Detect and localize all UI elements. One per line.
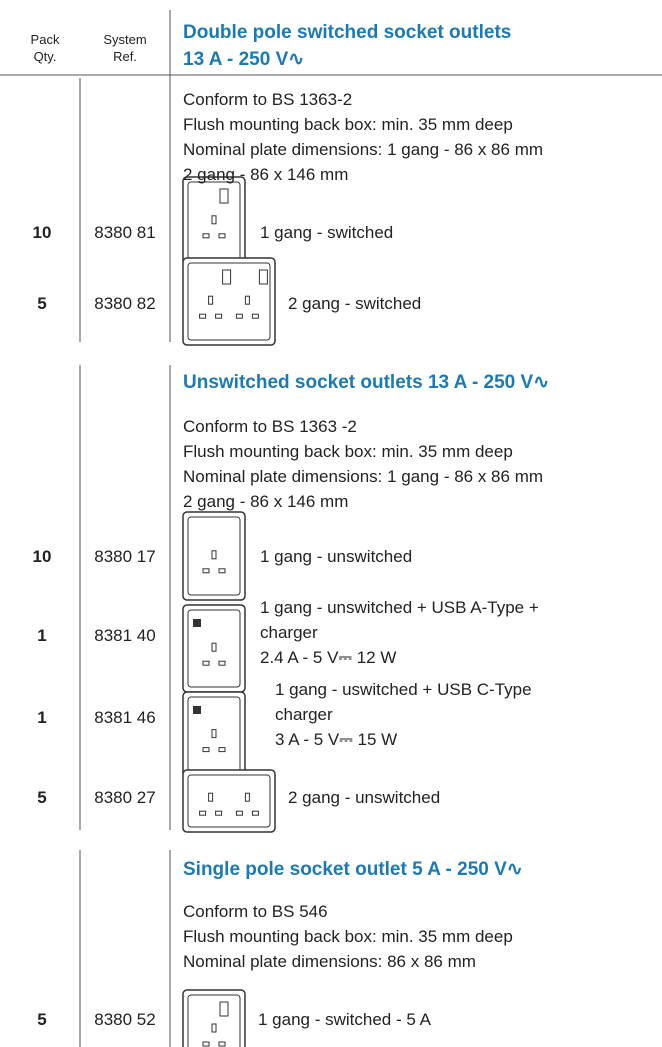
socket-face — [187, 262, 271, 341]
pin — [211, 550, 217, 560]
section-title: Unswitched socket outlets 13 A - 250 V∿ — [183, 372, 550, 393]
pin — [208, 295, 214, 305]
pin — [218, 660, 226, 666]
section-title: 13 A - 250 V∿ — [183, 49, 305, 70]
item-description: 1 gang - switched — [260, 223, 394, 242]
switch — [219, 188, 229, 204]
pack-qty: 5 — [37, 788, 47, 807]
item-description: charger — [260, 623, 318, 642]
pin — [235, 810, 243, 816]
system-ref: 8381 40 — [94, 626, 156, 645]
socket-plate — [182, 769, 276, 833]
spec-note: Nominal plate dimensions: 86 x 86 mm — [183, 952, 476, 971]
item-description: 2.4 A - 5 V⎓ 12 W — [260, 648, 397, 667]
socket-face — [187, 994, 241, 1047]
pin — [215, 810, 223, 816]
switch — [258, 269, 268, 285]
switch — [222, 269, 232, 285]
system-ref: 8380 81 — [94, 223, 156, 242]
spec-note: Flush mounting back box: min. 35 mm deep — [183, 927, 513, 946]
socket-face — [187, 774, 271, 828]
pin — [199, 810, 207, 816]
column-header: Pack — [30, 32, 60, 47]
socket-plate — [182, 989, 246, 1047]
pin — [244, 792, 250, 802]
item-description: 1 gang - unswitched — [260, 547, 413, 566]
pack-qty: 10 — [32, 223, 52, 242]
socket-plate — [182, 691, 246, 779]
item-description: 1 gang - uswitched + USB C-Type — [275, 680, 532, 699]
socket-plate — [182, 604, 246, 693]
column-header: System — [103, 32, 147, 47]
item-description: 2 gang - switched — [288, 294, 422, 313]
pin — [211, 215, 217, 225]
item-description: 2 gang - unswitched — [288, 788, 441, 807]
socket-face — [187, 609, 241, 688]
column-header: Qty. — [33, 49, 57, 64]
column-header: Ref. — [113, 49, 137, 64]
spec-note: 2 gang - 86 x 146 mm — [183, 165, 349, 184]
pin — [202, 1041, 210, 1047]
switch — [219, 1001, 229, 1017]
spec-note: Conform to BS 1363 -2 — [183, 417, 357, 436]
usb-port — [193, 619, 201, 627]
pack-qty: 5 — [37, 294, 47, 313]
usb-port — [193, 706, 201, 714]
pin — [211, 1023, 217, 1033]
item-description: 1 gang - switched - 5 A — [258, 1010, 431, 1029]
spec-note: Conform to BS 1363-2 — [183, 90, 353, 109]
spec-note: Nominal plate dimensions: 1 gang - 86 x … — [183, 140, 544, 159]
pin — [211, 642, 217, 652]
pack-qty: 1 — [37, 626, 47, 645]
spec-note: Flush mounting back box: min. 35 mm deep — [183, 115, 513, 134]
spec-note: Conform to BS 546 — [183, 902, 328, 921]
socket-plate — [182, 176, 246, 266]
pin — [244, 295, 250, 305]
section-title: Double pole switched socket outlets — [183, 22, 512, 43]
system-ref: 8381 46 — [94, 708, 156, 727]
item-description: charger — [275, 705, 333, 724]
socket-face — [187, 516, 241, 596]
system-ref: 8380 52 — [94, 1010, 156, 1029]
pin — [215, 313, 223, 319]
spec-note: Flush mounting back box: min. 35 mm deep — [183, 442, 513, 461]
pin — [218, 568, 226, 574]
pin — [218, 747, 226, 753]
pin — [251, 313, 259, 319]
pin — [202, 568, 210, 574]
pin — [218, 233, 226, 239]
spec-note: Nominal plate dimensions: 1 gang - 86 x … — [183, 467, 544, 486]
pin — [202, 747, 210, 753]
pin — [208, 792, 214, 802]
pin — [202, 233, 210, 239]
system-ref: 8380 17 — [94, 547, 156, 566]
system-ref: 8380 27 — [94, 788, 156, 807]
pin — [251, 810, 259, 816]
pin — [199, 313, 207, 319]
pin — [235, 313, 243, 319]
socket-plate — [182, 511, 246, 601]
system-ref: 8380 82 — [94, 294, 156, 313]
pin — [202, 660, 210, 666]
pin — [218, 1041, 226, 1047]
pack-qty: 5 — [37, 1010, 47, 1029]
spec-note: 2 gang - 86 x 146 mm — [183, 492, 349, 511]
pin — [211, 729, 217, 739]
item-description: 3 A - 5 V⎓ 15 W — [275, 730, 398, 749]
pack-qty: 10 — [32, 547, 52, 566]
section-title: Single pole socket outlet 5 A - 250 V∿ — [183, 859, 523, 880]
item-description: 1 gang - unswitched + USB A-Type + — [260, 598, 539, 617]
pack-qty: 1 — [37, 708, 47, 727]
socket-plate — [182, 257, 276, 346]
